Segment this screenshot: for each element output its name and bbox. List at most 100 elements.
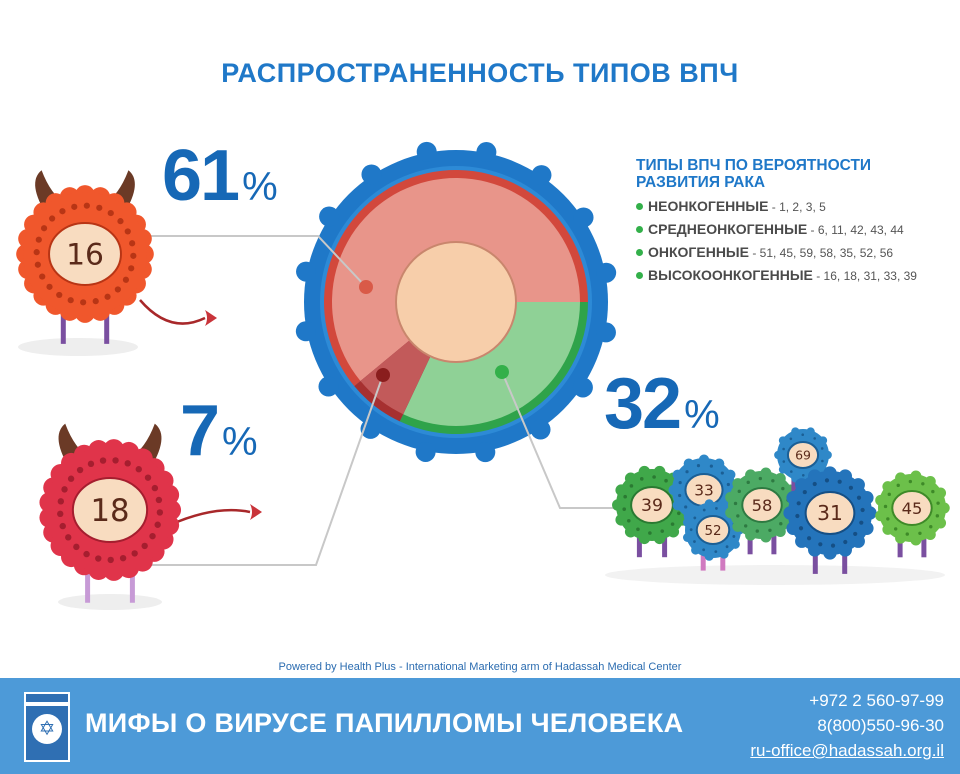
monster-spot — [141, 542, 148, 550]
legend-item: ОНКОГЕННЫЕ - 51, 45, 59, 58, 35, 52, 56 — [636, 244, 956, 260]
monster-spot — [76, 466, 84, 474]
monster-spot — [824, 478, 830, 483]
monster-16: 16 — [16, 170, 217, 344]
leader-line — [501, 371, 614, 509]
shadow — [58, 594, 162, 610]
monster-31: 31 — [783, 466, 877, 574]
monster-spot — [131, 550, 138, 557]
monster-spot — [96, 204, 103, 211]
leader-dot — [376, 368, 390, 382]
monster-spot — [818, 542, 823, 547]
bullet-icon — [636, 226, 643, 234]
monster-spot — [156, 509, 164, 516]
ring-bump — [595, 322, 616, 343]
monster-spot — [151, 484, 159, 492]
monster-label: 58 — [752, 496, 773, 515]
bullet-icon — [636, 203, 643, 211]
monster-spot — [820, 447, 824, 450]
percent-label-61: 61% — [162, 136, 278, 216]
leader-line — [150, 235, 367, 288]
ring-bump — [530, 419, 551, 440]
page-title: РАСПРОСТРАНЕННОСТЬ ТИПОВ ВПЧ — [221, 58, 739, 88]
monster-face — [891, 490, 933, 526]
monster-spot — [623, 494, 627, 499]
monster-spot — [736, 514, 740, 518]
monster-spot — [39, 273, 46, 280]
leader-line — [130, 374, 384, 566]
monster-spot — [771, 479, 775, 483]
monster-spot — [856, 495, 862, 500]
monster-spot — [71, 203, 78, 210]
monster-spot — [693, 516, 697, 520]
monster-spot — [124, 460, 131, 467]
monster-spot — [130, 252, 137, 259]
monster-label: 18 — [90, 493, 129, 529]
monster-spot — [782, 447, 785, 451]
monster-spot — [59, 208, 66, 215]
monster-spot — [689, 528, 693, 532]
monster-label: 39 — [641, 496, 663, 516]
ring-bump — [415, 441, 436, 462]
monster-spot — [929, 525, 933, 529]
monster-label: 45 — [902, 499, 923, 518]
monster-face — [71, 477, 149, 543]
monster-spot — [57, 498, 65, 505]
phone-number[interactable]: +972 2 560-97-99 — [809, 691, 944, 710]
monster-spot — [35, 236, 42, 243]
ring-bump — [573, 207, 594, 228]
monster-face — [804, 491, 856, 535]
monster-spot — [95, 555, 102, 562]
monster-spot — [128, 265, 135, 272]
email-link[interactable]: ru-office@hadassah.org.il — [750, 741, 944, 760]
monster-spot — [652, 475, 656, 479]
monster-spot — [746, 480, 750, 485]
phone-number[interactable]: 8(800)550-96-30 — [817, 716, 944, 735]
ring-bump — [475, 442, 496, 463]
monster-spot — [781, 486, 785, 491]
monster-spot — [59, 522, 66, 530]
footer-title: МИФЫ О ВИРУСЕ ПАПИЛЛОМЫ ЧЕЛОВЕКА — [85, 708, 684, 738]
monster-spot — [737, 489, 741, 494]
monster-spot — [57, 510, 64, 518]
monster-spot — [87, 460, 95, 468]
ring-bump — [531, 165, 552, 186]
monster-spot — [144, 474, 152, 481]
ring-bump — [318, 376, 339, 397]
monster-spot — [918, 531, 922, 536]
monster-face — [48, 222, 122, 286]
hadassah-logo: ✡ — [24, 692, 70, 762]
ring-bump — [295, 321, 316, 342]
monster-spot — [114, 286, 121, 293]
monster-spot — [119, 554, 127, 562]
percent-label-32: 32% — [604, 364, 720, 444]
monster-spot — [693, 540, 696, 543]
monster-spot — [725, 545, 729, 549]
monster-45: 45 — [875, 470, 950, 558]
monster-spot — [714, 550, 718, 554]
legend-item: ВЫСОКООНКОГЕННЫЕ - 16, 18, 31, 33, 39 — [636, 267, 956, 283]
monster-spot — [112, 457, 119, 464]
monster-spot — [46, 283, 53, 290]
leader-7 — [130, 368, 390, 566]
monster-spot — [678, 481, 682, 485]
monster-spot — [802, 489, 807, 495]
monster-spot — [798, 526, 804, 531]
monster-18: 18 — [39, 423, 262, 603]
tail — [139, 299, 206, 325]
monster-spot — [670, 522, 675, 526]
monster-spot — [709, 464, 713, 468]
monster-spot — [83, 202, 90, 209]
monster-spot — [837, 479, 842, 484]
monster-spot — [936, 501, 940, 505]
monster-spot — [61, 486, 68, 493]
monster-spot — [129, 240, 136, 247]
monster-spot — [648, 531, 652, 535]
legend-item: НЕОНКОГЕННЫЕ - 1, 2, 3, 5 — [636, 198, 956, 214]
monster-spot — [790, 470, 793, 473]
monster-spot — [935, 514, 940, 518]
ring-bump — [596, 262, 617, 283]
monster-spot — [49, 215, 56, 222]
monster-spot — [843, 539, 848, 545]
monster-spot — [755, 529, 759, 533]
bullet-icon — [636, 272, 643, 280]
